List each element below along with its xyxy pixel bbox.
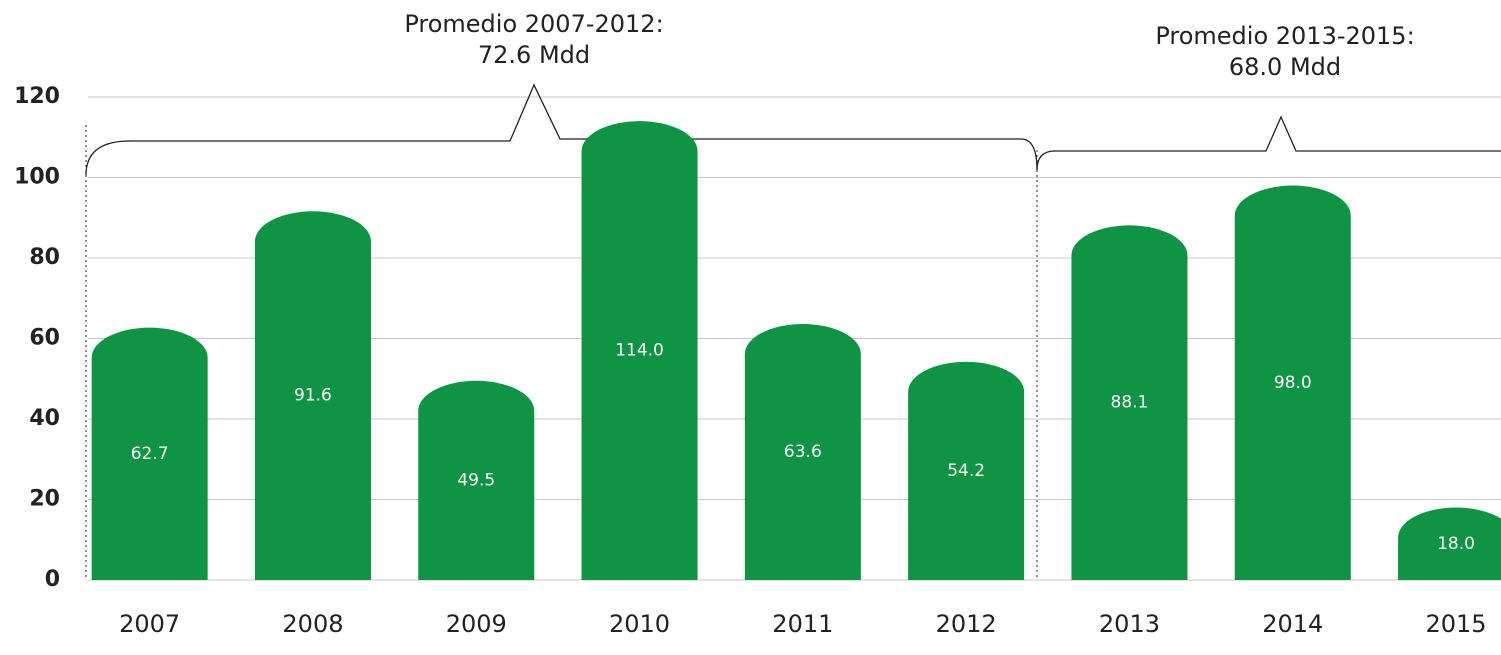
- bracket: [85, 83, 1038, 176]
- annotation: 68.0 Mdd: [1229, 53, 1341, 81]
- x-tick-label: 2012: [936, 610, 997, 638]
- bar: [581, 121, 698, 581]
- x-tick-label: 2007: [119, 610, 180, 638]
- bracket: [1036, 115, 1501, 171]
- annotation: Promedio 2007-2012:: [404, 10, 663, 38]
- bar: [91, 327, 208, 580]
- x-tick-label: 2013: [1099, 610, 1160, 638]
- y-tick-label: 40: [29, 406, 60, 431]
- x-tick-label: 2015: [1425, 610, 1486, 638]
- x-tick-label: 2008: [282, 610, 343, 638]
- y-tick-label: 20: [29, 487, 60, 512]
- value-label: 98.0: [1274, 373, 1312, 393]
- bar: [908, 361, 1025, 580]
- x-tick-label: 2009: [446, 610, 507, 638]
- y-tick-label: 0: [45, 567, 60, 592]
- bar: [254, 211, 371, 580]
- value-label: 88.1: [1111, 393, 1149, 413]
- x-tick-label: 2014: [1262, 610, 1323, 638]
- x-tick-label: 2010: [609, 610, 670, 638]
- bar: [418, 380, 535, 580]
- x-tick-label: 2011: [772, 610, 833, 638]
- value-label: 114.0: [615, 341, 664, 361]
- value-label: 18.0: [1437, 534, 1475, 554]
- annotation: 72.6 Mdd: [478, 41, 590, 69]
- bar: [1234, 185, 1351, 580]
- bar: [1071, 225, 1188, 580]
- y-tick-label: 60: [29, 326, 60, 351]
- y-tick-label: 100: [14, 165, 60, 190]
- bar: [1398, 507, 1501, 580]
- y-tick-label: 80: [29, 245, 60, 270]
- annotation: Promedio 2013-2015:: [1155, 22, 1414, 50]
- value-label: 49.5: [457, 470, 495, 490]
- value-label: 62.7: [131, 444, 169, 464]
- value-label: 63.6: [784, 442, 822, 462]
- bar: [744, 324, 861, 580]
- y-tick-label: 120: [14, 84, 60, 109]
- value-label: 91.6: [294, 386, 332, 406]
- value-label: 54.2: [947, 461, 985, 481]
